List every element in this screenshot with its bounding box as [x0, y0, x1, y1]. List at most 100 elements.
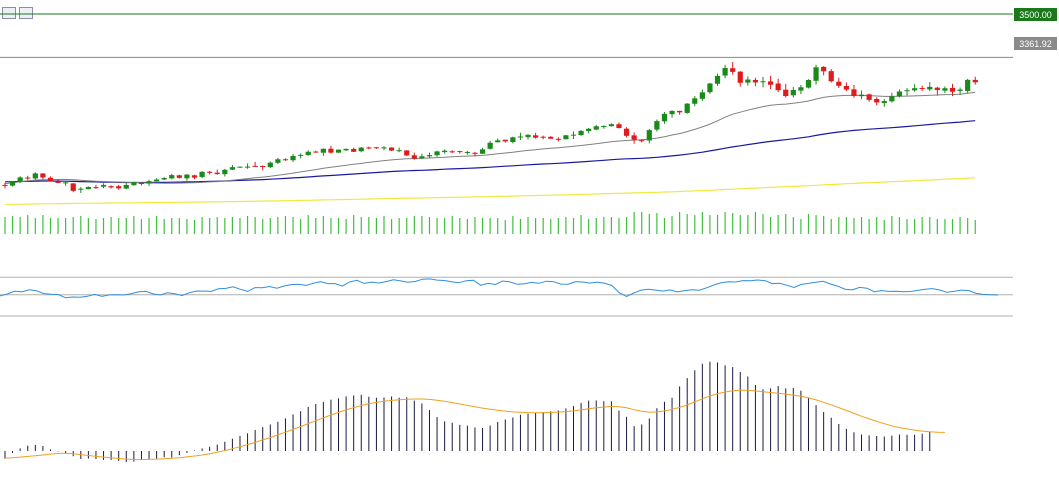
- candle-body: [472, 152, 478, 154]
- candle-body: [965, 79, 971, 91]
- candle-body: [305, 151, 311, 156]
- ma-fast-line: [4, 91, 976, 185]
- candle-body: [866, 94, 872, 100]
- candle-body: [313, 151, 319, 153]
- candle-body: [752, 80, 759, 83]
- candle-body: [881, 101, 887, 104]
- candle-body: [601, 125, 607, 127]
- last-price-label: 3361.92: [1019, 39, 1052, 49]
- candle-body: [199, 171, 205, 177]
- candle-body: [942, 88, 948, 91]
- candle-body: [639, 140, 645, 142]
- candle-body: [570, 134, 577, 136]
- candle-body: [298, 154, 304, 156]
- candle-body: [184, 174, 190, 179]
- candle-body: [290, 155, 296, 161]
- candle-body: [404, 150, 410, 156]
- candle-body: [426, 155, 433, 157]
- candle-body: [388, 147, 395, 151]
- candle-body: [805, 79, 812, 88]
- candle-body: [889, 96, 895, 102]
- candle-body: [783, 89, 789, 97]
- candle-body: [78, 188, 84, 190]
- candle-body: [767, 81, 774, 85]
- candle-body: [684, 103, 690, 113]
- candle-body: [858, 94, 865, 97]
- candle-body: [244, 166, 251, 168]
- price-pane: [0, 13, 1013, 205]
- candle-body: [821, 66, 827, 72]
- ma-mid-line: [4, 120, 976, 184]
- candle-body: [623, 128, 630, 136]
- candle-body: [775, 83, 781, 91]
- candle-body: [510, 137, 516, 142]
- level-label-box: [1014, 8, 1057, 21]
- candle-body: [745, 79, 751, 83]
- candle-body: [214, 172, 220, 174]
- candle-body: [874, 98, 880, 103]
- candle-body: [949, 87, 956, 92]
- macd-pane: [4, 361, 945, 463]
- candle-body: [93, 187, 99, 189]
- candle-body: [904, 90, 910, 92]
- candle-body: [25, 177, 31, 179]
- candle-body: [366, 147, 372, 149]
- candle-body: [47, 177, 54, 182]
- candle-body: [100, 184, 107, 187]
- candle-body: [464, 151, 470, 153]
- last-price-label-box: [1014, 37, 1057, 50]
- candle-body: [677, 110, 683, 113]
- candle-body: [191, 175, 198, 178]
- candle-body: [730, 68, 736, 72]
- candle-body: [555, 138, 561, 140]
- candle-body: [2, 184, 8, 186]
- candle-body: [449, 151, 455, 153]
- candle-body: [222, 169, 228, 175]
- candle-body: [138, 182, 145, 185]
- rsi-pane: [0, 276, 1013, 317]
- candle-body: [419, 156, 425, 159]
- candle-body: [972, 79, 978, 83]
- candle-body: [654, 121, 660, 130]
- candle-body: [669, 110, 675, 115]
- level-label: 3500.00: [1019, 10, 1052, 20]
- candle-body: [487, 142, 493, 149]
- candle-body: [927, 86, 933, 90]
- volume-pane: [4, 212, 976, 234]
- candle-body: [146, 181, 152, 184]
- candle-body: [434, 151, 440, 156]
- candle-body: [737, 71, 743, 83]
- candle-body: [260, 165, 266, 167]
- candle-body: [631, 135, 637, 140]
- candle-body: [608, 124, 614, 127]
- candle-body: [237, 166, 243, 168]
- candle-body: [548, 136, 554, 139]
- candle-body: [707, 83, 713, 93]
- chart-settings-icon[interactable]: [19, 7, 33, 19]
- candle-body: [540, 136, 546, 138]
- candle-body: [912, 88, 918, 91]
- candle-body: [161, 178, 167, 180]
- candle-body: [616, 124, 622, 129]
- candle-body: [176, 175, 182, 178]
- candle-body: [563, 135, 569, 140]
- candle-body: [828, 71, 834, 82]
- candle-body: [108, 186, 114, 188]
- grid-icon[interactable]: [2, 7, 16, 19]
- candle-body: [495, 140, 501, 143]
- candle-body: [116, 186, 122, 189]
- price-axis-labels: 3500.00 3361.92: [1014, 8, 1057, 50]
- candle-body: [517, 136, 524, 138]
- candle-body: [798, 87, 804, 91]
- candle-body: [646, 130, 652, 141]
- candle-body: [373, 147, 380, 149]
- candle-body: [442, 150, 448, 153]
- candle-body: [123, 184, 129, 189]
- candle-body: [396, 150, 402, 152]
- candle-body: [934, 87, 940, 90]
- candle-body: [411, 155, 417, 159]
- candle-body: [502, 139, 508, 142]
- candle-body: [722, 67, 728, 76]
- candle-body: [692, 98, 698, 104]
